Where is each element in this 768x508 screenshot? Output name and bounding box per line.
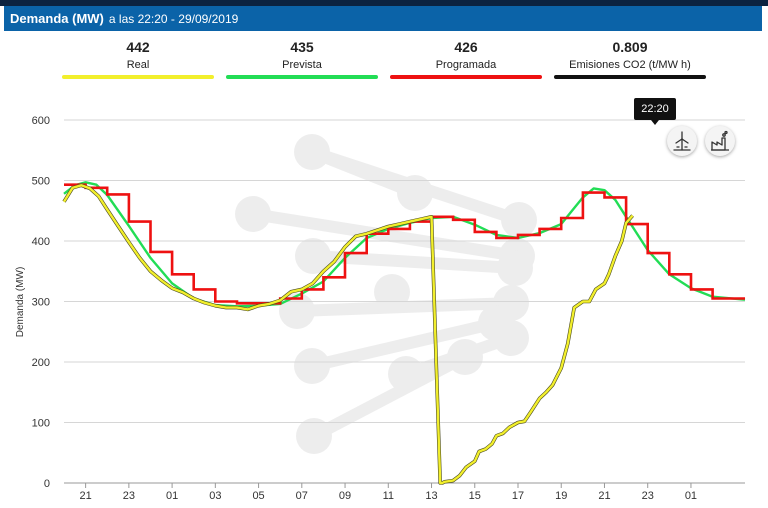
kpi-emisiones[interactable]: 0.809 Emisiones CO2 (t/MW h) xyxy=(554,38,706,79)
kpi-prevista-value: 435 xyxy=(290,39,314,55)
y-tick-label: 0 xyxy=(44,478,50,490)
x-tick-label: 05 xyxy=(252,490,264,502)
x-tick-label: 19 xyxy=(555,490,567,502)
y-tick-label: 400 xyxy=(32,236,50,248)
kpi-programada-value: 426 xyxy=(454,39,478,55)
x-tick-label: 17 xyxy=(512,490,524,502)
factory-button[interactable] xyxy=(705,126,735,156)
x-axis-ticks: 21 23 01 03 05 07 09 11 13 15 17 19 21 23 01 xyxy=(79,483,697,502)
y-gridlines xyxy=(64,119,745,484)
factory-icon xyxy=(711,130,729,151)
x-tick-label: 13 xyxy=(425,490,437,502)
kpi-prevista-label: Prevista xyxy=(282,59,322,71)
x-tick-label: 01 xyxy=(685,490,697,502)
series-line-programada xyxy=(64,183,745,305)
kpi-prevista[interactable]: 435 Prevista xyxy=(226,38,378,79)
kpi-programada-label: Programada xyxy=(435,59,497,71)
wind-turbine-icon xyxy=(673,131,691,151)
x-tick-label: 23 xyxy=(642,490,654,502)
x-tick-label: 09 xyxy=(339,490,351,502)
top-strip xyxy=(0,0,768,6)
y-tick-label: 500 xyxy=(32,176,50,188)
series-lines xyxy=(62,181,746,485)
x-tick-label: 21 xyxy=(598,490,610,502)
kpi-real-bar xyxy=(62,75,214,79)
chart-header: Demanda (MW) a las 22:20 - 29/09/2019 xyxy=(4,6,762,31)
chart-subtitle: a las 22:20 - 29/09/2019 xyxy=(108,11,239,26)
kpi-real-label: Real xyxy=(126,59,150,71)
y-axis-ticks: 0 100 200 300 400 500 600 xyxy=(32,115,50,490)
x-tick-label: 01 xyxy=(166,490,178,502)
kpi-programada[interactable]: 426 Programada xyxy=(390,38,542,79)
x-tick-label: 07 xyxy=(296,490,308,502)
wind-turbine-button[interactable] xyxy=(667,126,697,156)
x-tick-label: 03 xyxy=(209,490,221,502)
kpi-emisiones-value: 0.809 xyxy=(612,39,648,55)
kpi-real[interactable]: 442 Real xyxy=(62,38,214,79)
x-tick-label: 15 xyxy=(469,490,481,502)
y-tick-label: 100 xyxy=(32,418,50,430)
series-line-real xyxy=(62,184,634,485)
kpi-programada-bar xyxy=(390,75,542,79)
kpi-prevista-bar xyxy=(226,75,378,79)
kpi-emisiones-bar xyxy=(554,75,706,79)
chart-title: Demanda (MW) xyxy=(10,11,104,26)
kpi-emisiones-label: Emisiones CO2 (t/MW h) xyxy=(569,59,691,71)
time-tooltip: 22:20 xyxy=(634,98,676,125)
x-tick-label: 23 xyxy=(123,490,135,502)
x-tick-label: 11 xyxy=(383,490,394,502)
y-tick-label: 600 xyxy=(32,115,50,127)
y-tick-label: 300 xyxy=(32,297,50,309)
y-axis-label: Demanda (MW) xyxy=(15,267,26,338)
x-tick-label: 21 xyxy=(79,490,91,502)
kpi-real-value: 442 xyxy=(126,39,150,55)
ree-watermark-logo xyxy=(235,134,537,454)
y-tick-label: 200 xyxy=(32,357,50,369)
